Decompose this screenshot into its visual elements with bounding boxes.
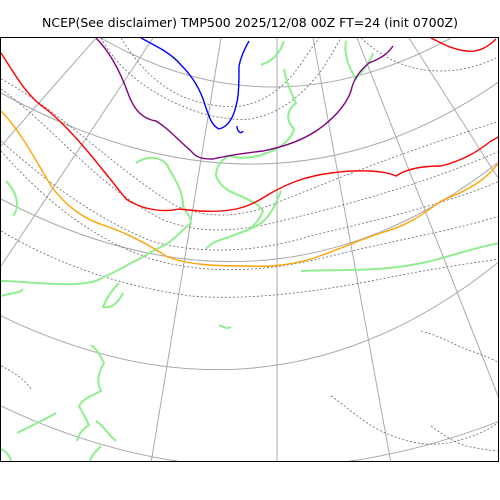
parallel-line [100,38,452,88]
meridian-line [1,38,97,147]
coastline-segment [218,324,232,329]
meridian-line [312,38,392,461]
coastline-segment [1,288,24,297]
isotherm-line [120,38,320,108]
isotherm-line [1,140,498,251]
coastline-segment [5,180,18,217]
coastline-segment [1,448,12,461]
meridian-line [1,38,154,267]
highlighted-isotherms [1,38,498,268]
isotherm-blue [140,38,250,130]
map-canvas [1,38,498,461]
parallel-line [1,81,498,165]
meridian-line [356,38,498,398]
coastline [1,40,498,461]
isotherm-red [1,52,498,212]
isotherm-line [100,38,342,120]
temperature-isotherms [1,38,498,452]
map-title: NCEP(See disclaimer) TMP500 2025/12/08 0… [41,15,458,30]
isotherm-line [330,395,498,445]
isotherm-line [430,425,498,452]
coastline-segment [102,282,124,309]
coastline-segment [16,412,57,434]
coastline-segment [88,420,117,461]
isotherm-line [420,330,498,363]
graticule-lines [1,38,498,461]
isotherm-purple [95,38,394,160]
isotherm-line [1,88,498,231]
isotherm-line [1,230,498,298]
parallel-line [1,405,498,461]
coastline-segment [1,156,192,286]
isotherm-red-upper [430,38,497,53]
coastline-segment [76,344,105,442]
meridian-line [150,38,222,461]
isotherm-blue-fragment [236,125,244,134]
map-frame [0,37,499,462]
coastline-segment [205,190,282,250]
isotherm-line [360,38,498,72]
isotherm-line [1,365,32,390]
parallel-line [1,261,498,371]
isotherm-line [1,78,498,216]
coastline-segment [300,242,498,272]
isotherm-line [1,150,498,271]
isotherm-orange [1,110,498,268]
